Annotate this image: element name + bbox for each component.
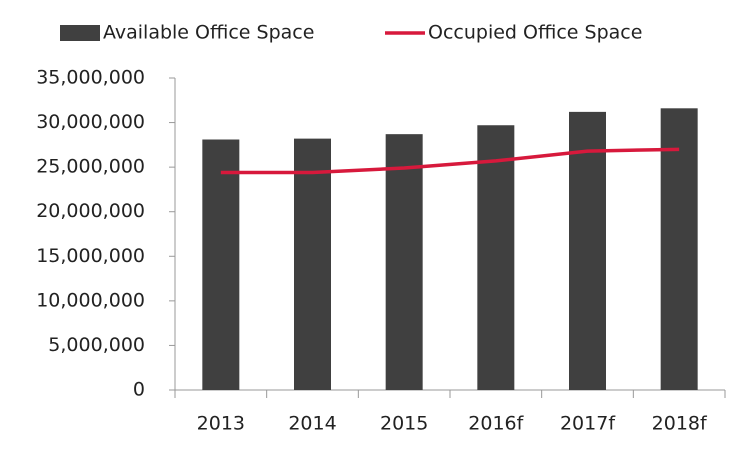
legend-label: Available Office Space	[103, 22, 314, 44]
bar	[385, 134, 423, 390]
x-tick-label: 2017f	[560, 413, 616, 435]
bar	[660, 108, 698, 391]
y-tick-label: 15,000,000	[36, 245, 145, 267]
x-tick-label: 2015	[380, 413, 428, 435]
y-tick-label: 0	[133, 379, 145, 401]
legend-swatch	[60, 25, 100, 41]
y-tick-label: 5,000,000	[48, 334, 145, 356]
y-tick-label: 30,000,000	[36, 111, 145, 133]
line	[220, 147, 680, 175]
y-tick-label: 10,000,000	[36, 289, 145, 311]
y-tick-label: 25,000,000	[36, 156, 145, 178]
bar	[569, 111, 606, 391]
bar	[294, 138, 331, 390]
x-tick-label: 2018f	[652, 413, 708, 435]
legend-label: Occupied Office Space	[428, 22, 642, 44]
x-tick-label: 2013	[197, 413, 245, 435]
x-tick-label: 2016f	[468, 413, 524, 435]
y-tick-label: 35,000,000	[36, 67, 145, 89]
bar	[202, 139, 240, 390]
x-tick-label: 2014	[288, 413, 336, 435]
bar	[477, 125, 515, 390]
y-tick-label: 20,000,000	[36, 200, 145, 222]
